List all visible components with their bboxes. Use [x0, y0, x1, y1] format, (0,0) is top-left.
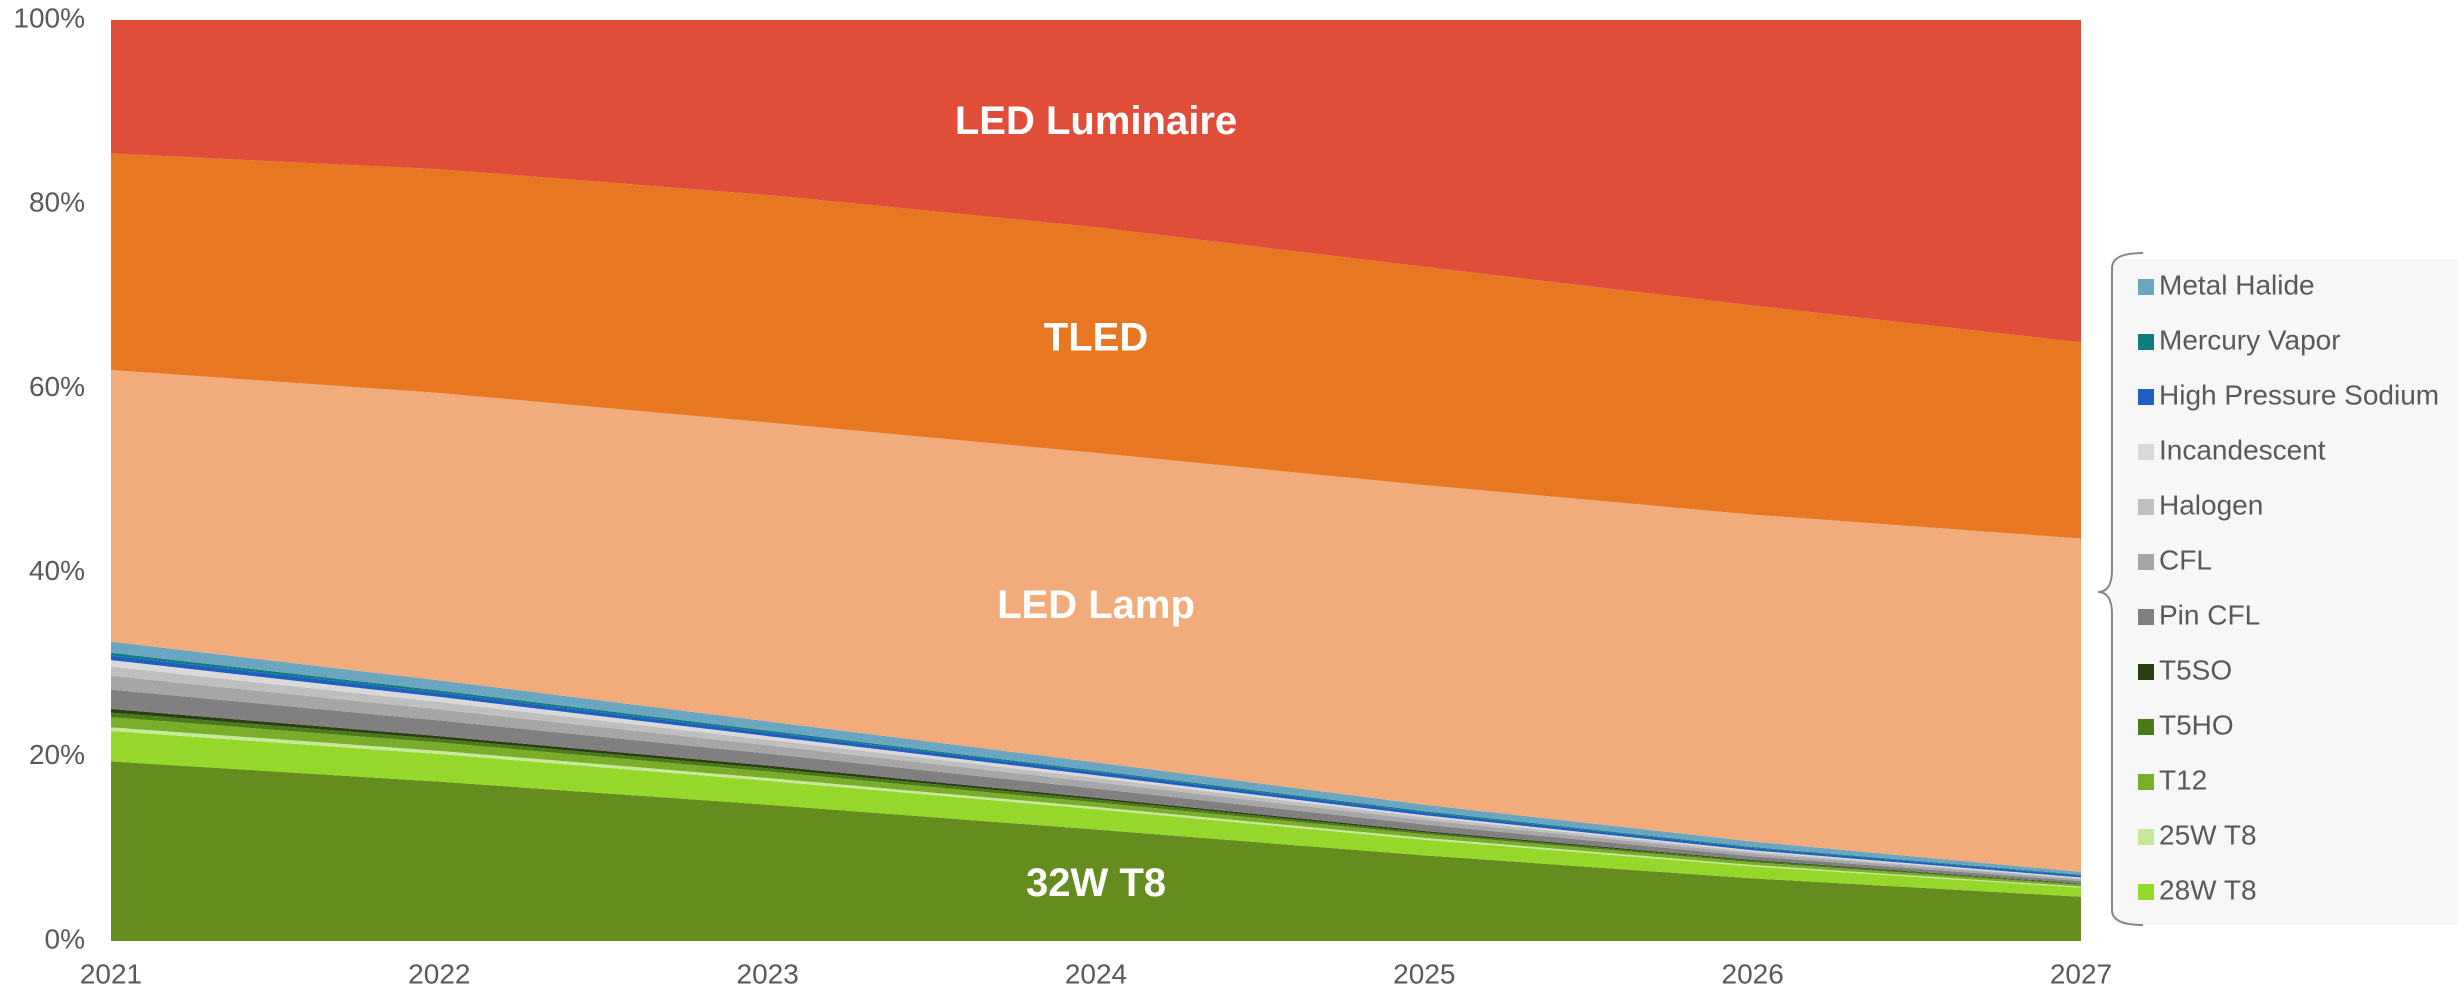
area	[111, 708, 2081, 884]
area	[111, 712, 2081, 885]
area	[111, 20, 2081, 343]
legend-swatch	[2138, 884, 2154, 900]
legend-label: T12	[2159, 764, 2207, 795]
legend-swatch	[2138, 389, 2154, 405]
legend-box	[2112, 259, 2458, 925]
y-tick-label: 40%	[29, 555, 85, 586]
legend-swatch	[2138, 334, 2154, 350]
y-tick-label: 80%	[29, 187, 85, 218]
legend-swatch	[2138, 279, 2154, 295]
area	[111, 641, 2081, 875]
legend-label: 28W T8	[2159, 874, 2257, 905]
legend-swatch	[2138, 774, 2154, 790]
area	[111, 369, 2081, 872]
legend-label: T5SO	[2159, 654, 2232, 685]
area-label: 32W T8	[1026, 861, 1166, 905]
legend-brace	[2097, 252, 2144, 926]
y-tick-label: 100%	[13, 2, 85, 33]
area	[111, 727, 2081, 888]
legend-swatch	[2138, 719, 2154, 735]
area-label: TLED	[1044, 316, 1148, 360]
x-tick-label: 2025	[1393, 958, 1455, 989]
area	[111, 153, 2081, 539]
legend-label: Incandescent	[2159, 434, 2326, 465]
legend-swatch	[2138, 444, 2154, 460]
legend-swatch	[2138, 499, 2154, 515]
y-tick-label: 0%	[45, 923, 85, 954]
area-label: LED Luminaire	[955, 99, 1237, 143]
x-tick-label: 2023	[737, 958, 799, 989]
area	[111, 731, 2081, 897]
legend-label: Metal Halide	[2159, 269, 2315, 300]
legend-swatch	[2138, 664, 2154, 680]
legend-label: T5HO	[2159, 709, 2234, 740]
x-tick-label: 2022	[408, 958, 470, 989]
x-tick-label: 2026	[1722, 958, 1784, 989]
area	[111, 761, 2081, 941]
legend-label: Pin CFL	[2159, 599, 2260, 630]
legend-label: High Pressure Sodium	[2159, 379, 2439, 410]
area	[111, 717, 2081, 887]
area	[111, 675, 2081, 882]
x-tick-label: 2021	[80, 958, 142, 989]
legend-label: Mercury Vapor	[2159, 324, 2341, 355]
legend-label: Halogen	[2159, 489, 2263, 520]
x-tick-label: 2027	[2050, 958, 2112, 989]
legend-label: 25W T8	[2159, 819, 2257, 850]
x-tick-label: 2024	[1065, 958, 1127, 989]
y-tick-label: 20%	[29, 739, 85, 770]
legend-swatch	[2138, 829, 2154, 845]
legend-label: CFL	[2159, 544, 2212, 575]
y-tick-label: 60%	[29, 371, 85, 402]
area-label: LED Lamp	[997, 583, 1195, 627]
legend-swatch	[2138, 554, 2154, 570]
area	[111, 689, 2081, 884]
legend-swatch	[2138, 609, 2154, 625]
